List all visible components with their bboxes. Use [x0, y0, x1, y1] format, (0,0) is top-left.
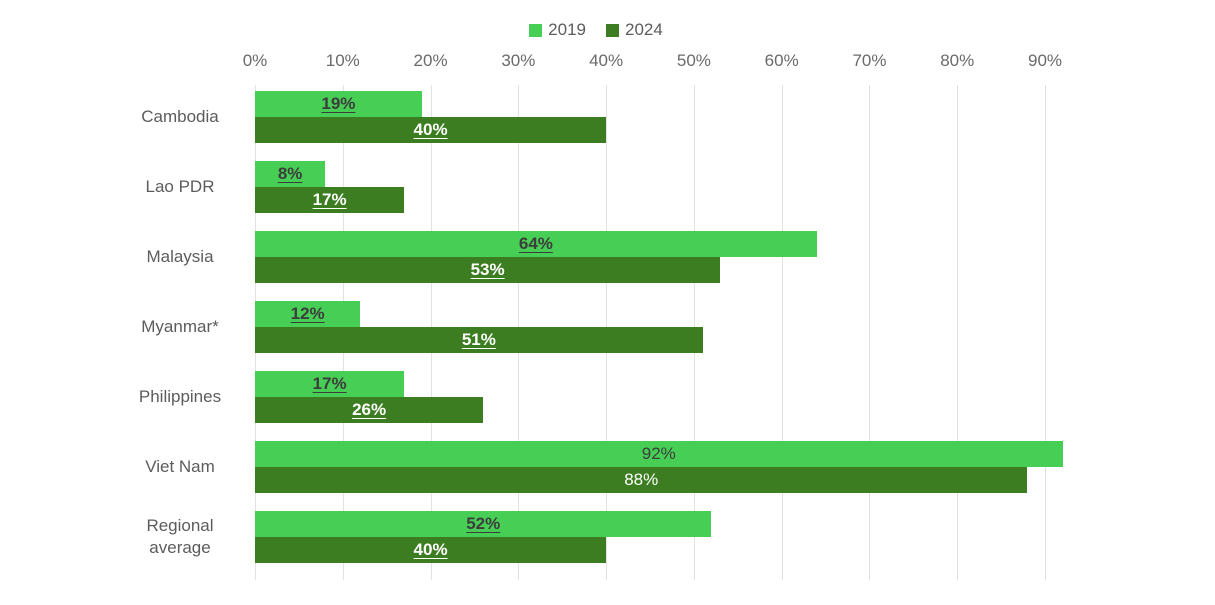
- legend-label: 2024: [625, 20, 663, 39]
- x-axis-tick-label: 70%: [852, 51, 887, 70]
- bar-value-label: 40%: [413, 120, 448, 139]
- bar-2019: 92%: [255, 441, 1063, 467]
- bar-2024: 17%: [255, 187, 405, 213]
- bar-2019: 8%: [255, 161, 326, 187]
- category-label: Malaysia: [146, 247, 214, 266]
- bar-value-label: 26%: [352, 400, 387, 419]
- x-axis-tick-label: 10%: [325, 51, 360, 70]
- bar-value-label: 17%: [312, 190, 347, 209]
- x-axis-tick-label: 30%: [501, 51, 536, 70]
- bar-2019: 52%: [255, 511, 712, 537]
- bar-2024: 40%: [255, 537, 607, 563]
- gridline: [781, 85, 783, 580]
- bar-value-label: 88%: [624, 470, 659, 489]
- category-label: Cambodia: [141, 107, 219, 126]
- bar-2019: 12%: [255, 301, 361, 327]
- bar-value-label: 40%: [413, 540, 448, 559]
- bar-2024: 51%: [255, 327, 703, 353]
- legend-item-2019: 2019: [529, 20, 586, 40]
- category-label: Regional average: [146, 516, 214, 557]
- bar-2024: 53%: [255, 257, 721, 283]
- bar-value-label: 92%: [641, 444, 676, 463]
- x-axis-tick-label: 40%: [589, 51, 624, 70]
- legend-label: 2019: [548, 20, 586, 39]
- x-axis-tick-label: 60%: [764, 51, 799, 70]
- bar-2024: 88%: [255, 467, 1028, 493]
- bar-2024: 26%: [255, 397, 484, 423]
- bar-value-label: 19%: [321, 94, 356, 113]
- legend-swatch-icon: [529, 23, 543, 37]
- x-axis-tick-label: 20%: [413, 51, 448, 70]
- bar-value-label: 51%: [461, 330, 496, 349]
- legend-item-2024: 2024: [606, 20, 663, 40]
- gridline: [957, 85, 959, 580]
- bar-2024: 40%: [255, 117, 607, 143]
- bar-value-label: 17%: [312, 374, 347, 393]
- bar-2019: 17%: [255, 371, 405, 397]
- legend-swatch-icon: [606, 23, 619, 37]
- bar-value-label: 12%: [290, 304, 325, 323]
- bar-value-label: 53%: [470, 260, 505, 279]
- bar-value-label: 8%: [277, 164, 303, 183]
- category-label: Philippines: [138, 387, 222, 406]
- category-label: Lao PDR: [145, 177, 215, 196]
- chart-legend: 2019 2024: [0, 20, 1192, 40]
- gridline: [869, 85, 871, 580]
- bar-value-label: 64%: [518, 234, 553, 253]
- gridline: [1045, 85, 1047, 580]
- x-axis-tick-label: 0%: [242, 51, 268, 70]
- bar-value-label: 52%: [466, 514, 501, 533]
- x-axis-tick-label: 80%: [940, 51, 975, 70]
- category-label: Viet Nam: [145, 457, 215, 476]
- plot-area: 19% 40% 8% 17% 64% 53% 12% 51% 17% 26% 92% 88% 52% 40…: [255, 85, 1105, 580]
- bar-2019: 64%: [255, 231, 817, 257]
- bar-2019: 19%: [255, 91, 422, 117]
- category-label: Myanmar*: [141, 317, 219, 336]
- x-axis-tick-label: 90%: [1028, 51, 1063, 70]
- x-axis-tick-label: 50%: [676, 51, 711, 70]
